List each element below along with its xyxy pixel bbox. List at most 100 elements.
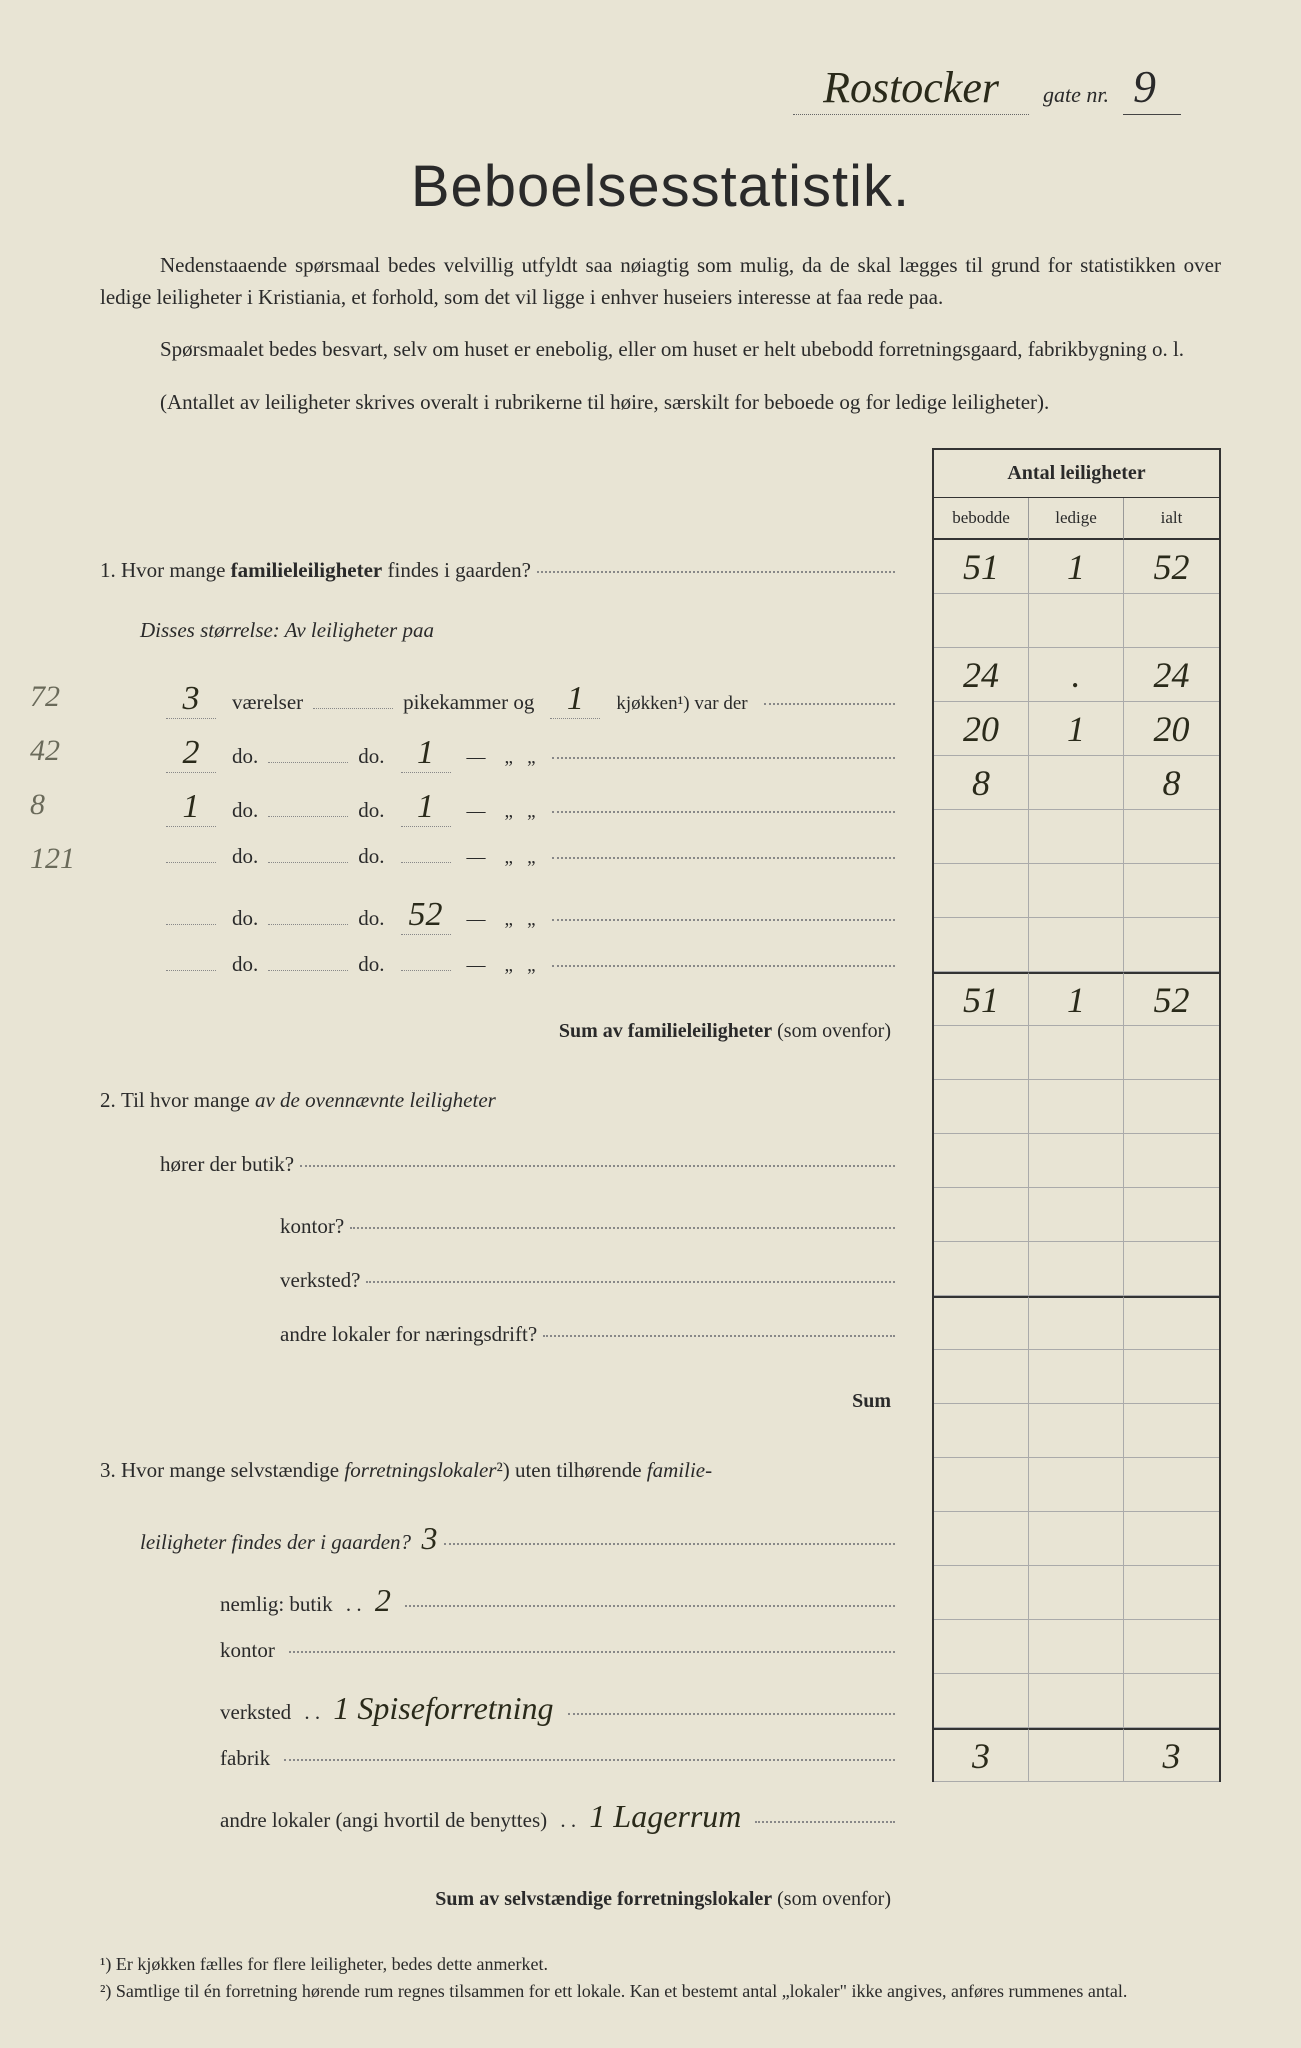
kj-label: — „ „	[467, 801, 536, 823]
q2-sub-label: andre lokaler for næringsdrift?	[280, 1322, 537, 1347]
cell	[934, 1512, 1029, 1566]
q3-answer: 3	[422, 1520, 438, 1557]
vaer-label: værelser	[232, 690, 303, 715]
q1-sum-bebodde: 51	[934, 972, 1029, 1026]
q1-sum-ledige: 1	[1029, 972, 1124, 1026]
q3-sum-ialt: 3	[1124, 1728, 1219, 1782]
cell	[1124, 1134, 1219, 1188]
page-title: Beboelsesstatistik.	[100, 153, 1221, 220]
q2-sub-label: kontor?	[280, 1214, 344, 1239]
table-title: Antal leiligheter	[934, 450, 1219, 498]
intro-p1: Nedenstaaende spørsmaal bedes velvillig …	[100, 250, 1221, 313]
pike-field	[268, 924, 348, 925]
cell	[1029, 1080, 1124, 1134]
cell	[1029, 1026, 1124, 1080]
vaer-value: 2	[166, 734, 216, 773]
footnote-1: ¹) Er kjøkken fælles for flere leilighet…	[100, 1951, 1221, 1978]
cell: 20	[1124, 702, 1219, 756]
cell	[934, 1458, 1029, 1512]
vaer-value	[166, 862, 216, 863]
size-row: 121 do. do. — „ „	[100, 842, 901, 896]
q3-text-a: 3. Hvor mange selvstændige forretningslo…	[100, 1458, 901, 1512]
cell	[1029, 1674, 1124, 1728]
cell	[1124, 1242, 1219, 1296]
cell	[1029, 594, 1124, 648]
q1-sub-label: Disses størrelse: Av leiligheter paa	[100, 618, 901, 672]
kj-label: — „ „	[467, 847, 536, 869]
cell	[934, 1404, 1029, 1458]
intro-p3-text: (Antallet av leiligheter skrives overalt…	[160, 390, 1049, 414]
cell	[1124, 1350, 1219, 1404]
cell	[934, 1674, 1029, 1728]
cell	[934, 864, 1029, 918]
cell	[1124, 594, 1219, 648]
pike-label: do.	[358, 952, 384, 977]
cell	[934, 1188, 1029, 1242]
gate-number: 9	[1123, 61, 1181, 115]
q1-sub-label-text: Disses størrelse: Av leiligheter paa	[140, 618, 434, 643]
size-row: 8 1 do. do. 1 — „ „	[100, 788, 901, 842]
q1-ialt: 52	[1124, 540, 1219, 594]
cell	[1124, 1080, 1219, 1134]
q3-sum-label: Sum av selvstændige forretningslokaler (…	[100, 1872, 901, 1926]
cell	[1124, 1458, 1219, 1512]
cell	[934, 1350, 1029, 1404]
cell	[1029, 1566, 1124, 1620]
margin-note: 42	[30, 734, 60, 768]
q2-kontor: kontor?	[100, 1212, 901, 1266]
cell: 24	[1124, 648, 1219, 702]
q2-verksted: verksted?	[100, 1266, 901, 1320]
kj-value	[401, 862, 451, 863]
street-name: Rostocker	[793, 63, 1029, 115]
q3-sub-row: kontor	[100, 1636, 901, 1690]
kj-label: — „ „	[467, 955, 536, 977]
cell	[1029, 1188, 1124, 1242]
cell	[1029, 1458, 1124, 1512]
intro-p2: Spørsmaalet bedes besvart, selv om huset…	[100, 334, 1221, 366]
cell	[1029, 1404, 1124, 1458]
cell: 8	[1124, 756, 1219, 810]
cell	[1029, 1134, 1124, 1188]
q3-sub-value: 1 Spiseforretning	[333, 1690, 553, 1727]
col-ledige: ledige	[1029, 498, 1124, 540]
pike-label: do.	[358, 798, 384, 823]
q3-sub-row: andre lokaler (angi hvortil de benyttes)…	[100, 1798, 901, 1852]
q2-text-a: 2. Til hvor mange av de ovennævnte leili…	[100, 1088, 901, 1142]
intro-text: Nedenstaaende spørsmaal bedes velvillig …	[100, 250, 1221, 418]
q3-sub-row: nemlig: butik . . 2	[100, 1582, 901, 1636]
cell	[934, 1566, 1029, 1620]
cell	[1124, 1404, 1219, 1458]
cell	[1124, 1026, 1219, 1080]
cell	[934, 594, 1029, 648]
kj-label: kjøkken¹) var der	[616, 693, 747, 715]
footnote-2: ²) Samtlige til én forretning hørende ru…	[100, 1978, 1221, 2005]
pike-label: do.	[358, 906, 384, 931]
cell	[1124, 1296, 1219, 1350]
cell	[1029, 1296, 1124, 1350]
q3-sub-label: verksted	[220, 1700, 291, 1725]
q1-ledige: 1	[1029, 540, 1124, 594]
q3-sub-label: kontor	[220, 1638, 275, 1663]
cell	[934, 1026, 1029, 1080]
kj-value	[401, 970, 451, 971]
count-table: Antal leiligheter bebodde ledige ialt 51…	[932, 448, 1221, 1782]
kj-value: 1	[401, 788, 451, 827]
margin-note: 8	[30, 788, 45, 822]
q3-sub-label: nemlig: butik	[220, 1592, 333, 1617]
pike-label: do.	[358, 844, 384, 869]
size-row: 72 3 værelser pikekammer og 1 kjøkken¹) …	[100, 680, 901, 734]
q3-sub-value: 1 Lagerrum	[589, 1798, 741, 1835]
q3-sub-label: fabrik	[220, 1746, 270, 1771]
q3-sum-bebodde: 3	[934, 1728, 1029, 1782]
size-row: 42 2 do. do. 1 — „ „	[100, 734, 901, 788]
cell	[934, 810, 1029, 864]
cell	[934, 1134, 1029, 1188]
document-page: Rostocker gate nr. 9 Beboelsesstatistik.…	[0, 0, 1301, 2048]
cell	[934, 1080, 1029, 1134]
q3-sum-ledige	[1029, 1728, 1124, 1782]
q2-sub-label: verksted?	[280, 1268, 360, 1293]
pike-label: do.	[358, 744, 384, 769]
cell	[1124, 1512, 1219, 1566]
q3-sub-label: andre lokaler (angi hvortil de benyttes)	[220, 1808, 547, 1833]
cell	[1029, 918, 1124, 972]
